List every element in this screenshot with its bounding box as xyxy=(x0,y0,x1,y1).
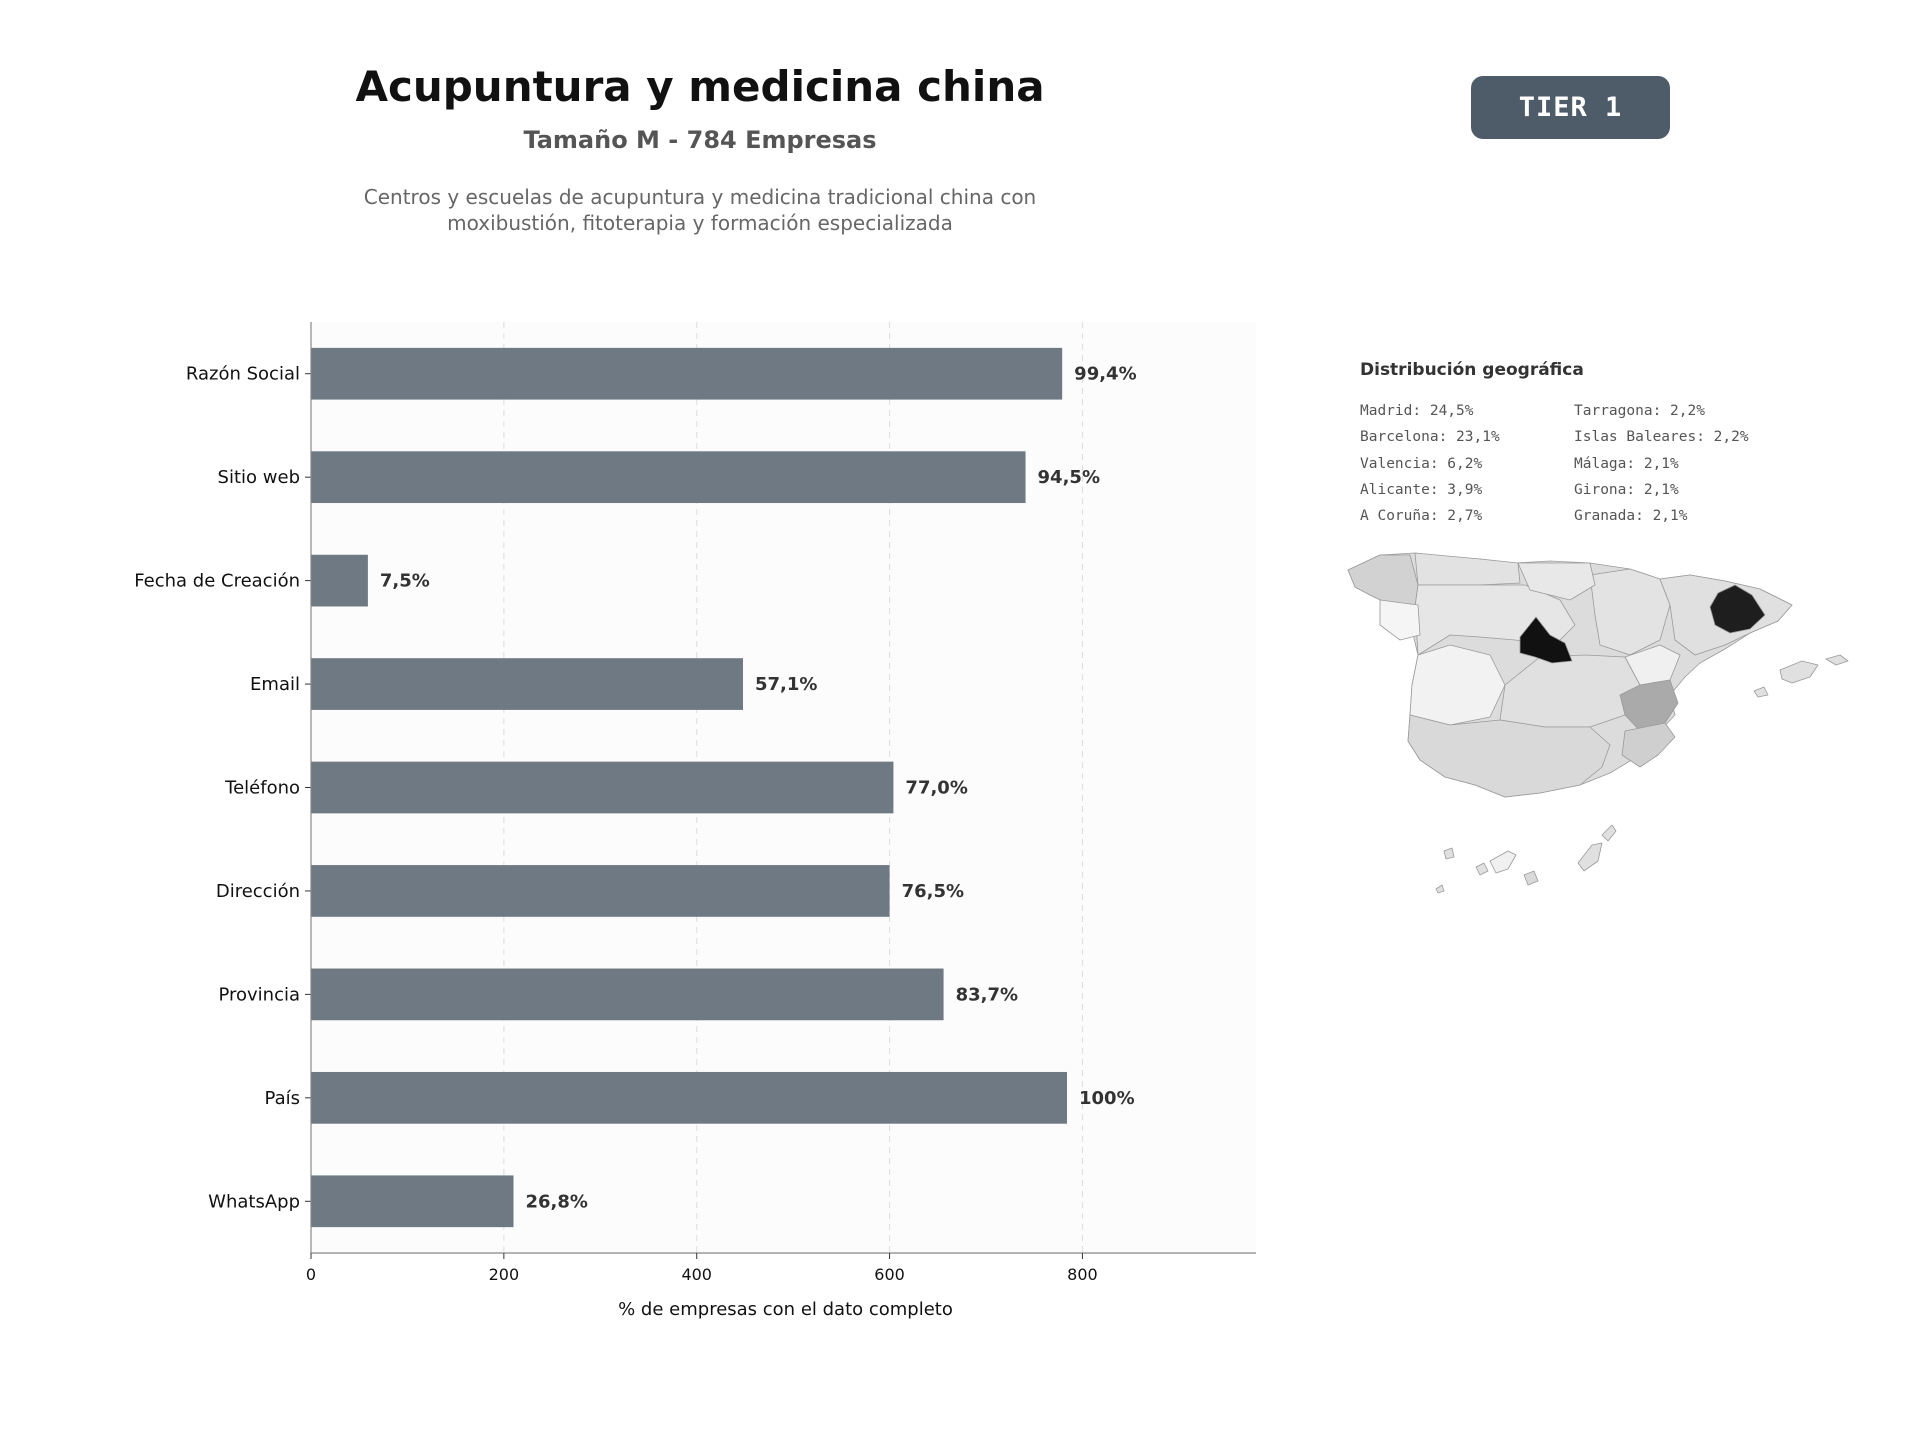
x-tick-label: 600 xyxy=(874,1265,905,1284)
geo-item: Valencia: 6,2% xyxy=(1360,455,1483,472)
map-region xyxy=(1489,850,1517,874)
map-region xyxy=(1443,847,1455,860)
map-region xyxy=(1825,654,1849,666)
map-region xyxy=(1621,722,1676,768)
map-region xyxy=(1379,599,1421,641)
geo-item: Islas Baleares: 2,2% xyxy=(1574,429,1749,446)
bar xyxy=(311,1175,514,1228)
geo-item: Granada: 2,1% xyxy=(1574,508,1688,525)
data-label: 76,5% xyxy=(902,881,964,902)
y-tick-label: Teléfono xyxy=(224,778,300,799)
description-line-1: Centros y escuelas de acupuntura y medic… xyxy=(363,185,1037,209)
data-label: 94,5% xyxy=(1038,467,1100,488)
y-tick-label: Email xyxy=(250,674,300,695)
map-region xyxy=(1475,862,1489,876)
page-description: Centros y escuelas de acupuntura y medic… xyxy=(200,184,1200,236)
bar xyxy=(311,347,1063,400)
page-subtitle: Tamaño M - 784 Empresas xyxy=(523,126,877,154)
map-region xyxy=(1753,686,1769,698)
geo-item: A Coruña: 2,7% xyxy=(1360,508,1483,525)
bar xyxy=(311,761,894,814)
map-region xyxy=(1619,679,1679,732)
map-region xyxy=(1414,552,1521,586)
bar xyxy=(311,554,368,607)
geo-item: Málaga: 2,1% xyxy=(1574,455,1679,472)
bar-chart: Razón Social 99,4% Sitio web 94,5% Fecha de … xyxy=(134,322,1256,1320)
map-region xyxy=(1435,884,1445,894)
data-label: 83,7% xyxy=(956,984,1018,1005)
bar xyxy=(311,865,890,917)
y-tick-label: Razón Social xyxy=(186,364,300,385)
geo-item: Alicante: 3,9% xyxy=(1360,481,1483,498)
geo-item: Tarragona: 2,2% xyxy=(1574,403,1705,419)
map-region xyxy=(1709,584,1766,634)
y-tick-label: Provincia xyxy=(218,984,300,1005)
data-label: 99,4% xyxy=(1074,364,1136,385)
y-tick-label: Sitio web xyxy=(218,467,300,488)
map-region xyxy=(1601,824,1617,842)
map-region xyxy=(1347,554,1419,608)
bar xyxy=(311,658,743,710)
bar xyxy=(311,1071,1067,1124)
geo-item: Barcelona: 23,1% xyxy=(1360,429,1500,446)
map-region xyxy=(1517,562,1596,601)
x-tick-label: 200 xyxy=(489,1265,520,1284)
x-tick-label: 0 xyxy=(306,1265,316,1284)
data-label: 26,8% xyxy=(526,1191,588,1212)
x-tick-label: 400 xyxy=(681,1265,712,1284)
y-tick-label: País xyxy=(265,1088,300,1109)
geo-item: Madrid: 24,5% xyxy=(1360,403,1474,419)
map-region xyxy=(1624,644,1681,686)
map-region xyxy=(1409,644,1506,726)
data-label: 7,5% xyxy=(380,571,430,592)
map-region xyxy=(1519,616,1573,664)
map-region xyxy=(1577,842,1603,872)
tier-badge: TIER 1 xyxy=(1471,76,1670,139)
description-line-2: moxibustión, fitoterapia y formación esp… xyxy=(447,211,953,235)
map-region xyxy=(1589,568,1671,656)
spain-map xyxy=(1347,552,1849,894)
geo-title: Distribución geográfica xyxy=(1360,360,1584,380)
x-tick-label: 800 xyxy=(1067,1265,1098,1284)
map-region xyxy=(1779,660,1819,684)
geo-item: Girona: 2,1% xyxy=(1574,481,1679,498)
bar xyxy=(311,451,1026,504)
x-axis-label: % de empresas con el dato completo xyxy=(618,1299,953,1320)
map-region xyxy=(1407,714,1611,798)
data-label: 77,0% xyxy=(905,778,967,799)
y-tick-label: Dirección xyxy=(216,881,300,902)
geo-list: Madrid: 24,5% Tarragona: 2,2% Barcelona:… xyxy=(1360,398,1780,529)
bar xyxy=(311,968,944,1021)
data-label: 57,1% xyxy=(755,674,817,695)
data-label: 100% xyxy=(1079,1088,1135,1109)
map-region xyxy=(1523,870,1539,886)
y-tick-label: Fecha de Creación xyxy=(134,571,300,592)
y-tick-label: WhatsApp xyxy=(208,1191,300,1212)
page-title: Acupuntura y medicina china xyxy=(355,62,1045,111)
